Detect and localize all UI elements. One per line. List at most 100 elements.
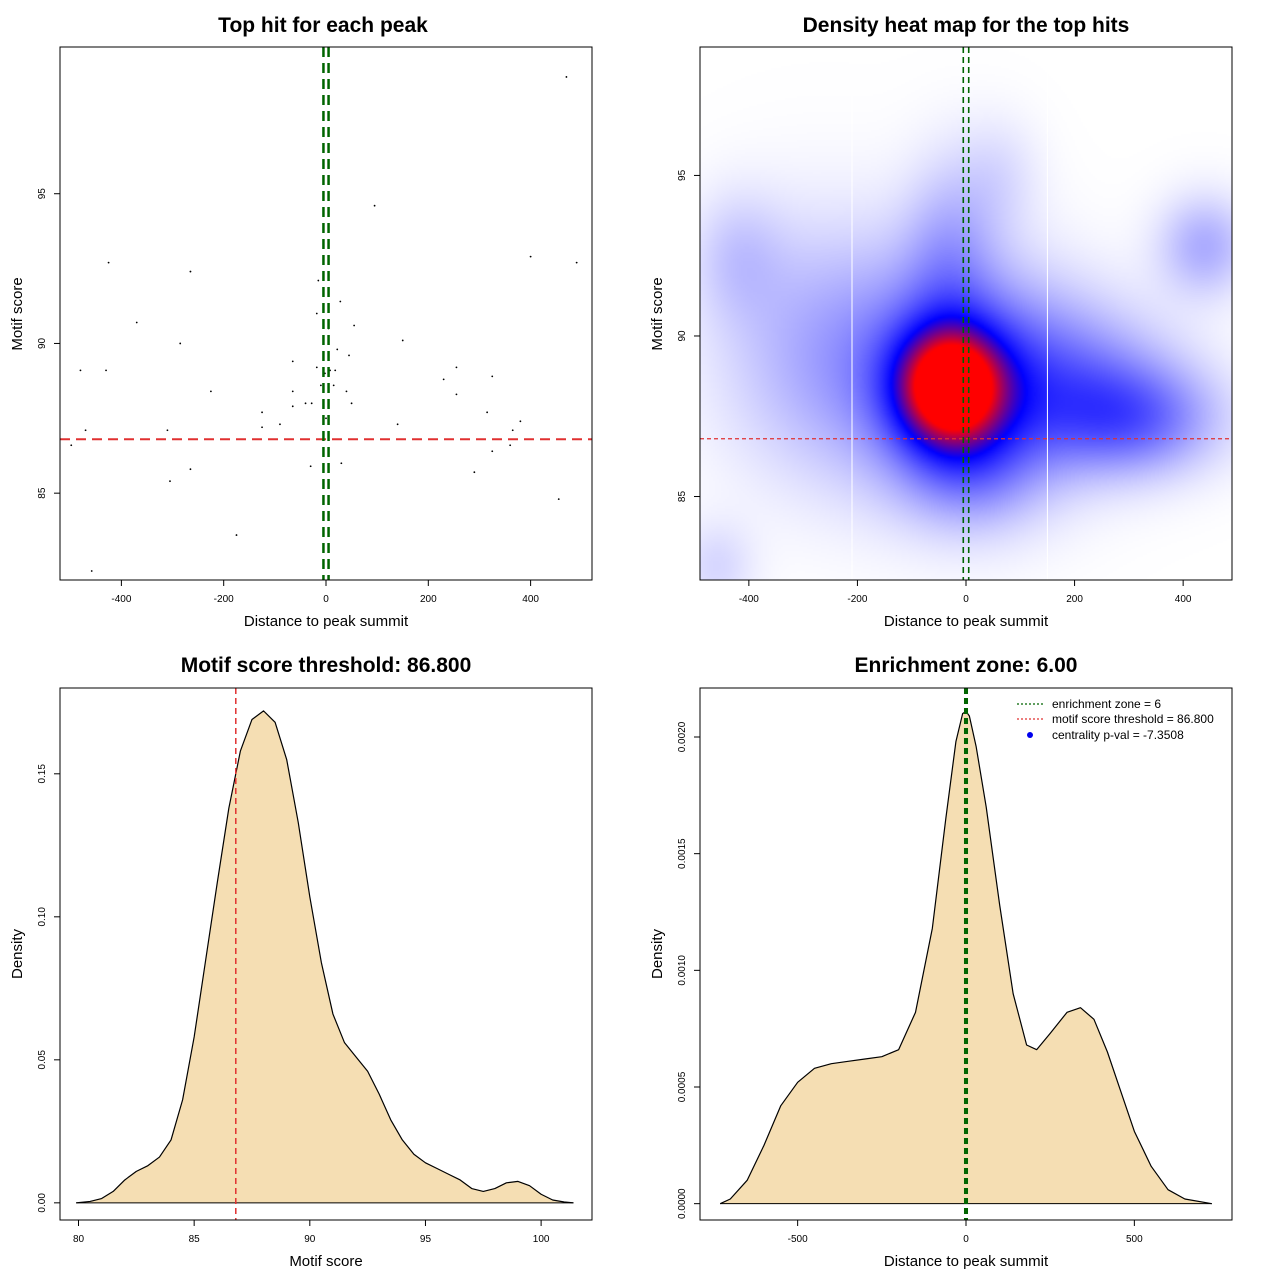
x-axis-label: Distance to peak summit: [884, 1253, 1049, 1270]
x-tick-label: 200: [420, 594, 437, 605]
axes: 80 85 90 95 100 0.00 0.05 0.10 0.15: [37, 764, 550, 1245]
x-axis-label: Distance to peak summit: [244, 613, 409, 630]
scatter-point: [325, 417, 327, 420]
x-tick-label: 500: [1126, 1234, 1143, 1245]
axes: -400 -200 0 200 400 85 90 95: [677, 169, 1192, 605]
scatter-point: [486, 411, 489, 414]
x-tick-label: -200: [847, 594, 867, 605]
scatter-point: [519, 420, 522, 423]
scatter-panel: Top hit for each peak -400 -200 0 200 400 85 9…: [9, 14, 593, 630]
scatter-point: [235, 534, 238, 536]
scatter-point: [345, 390, 348, 393]
scatter-point: [509, 444, 512, 447]
scatter-point: [261, 426, 263, 429]
scatter-point: [84, 429, 87, 432]
axes: -400 -200 0 200 400 85 90 95: [37, 188, 539, 605]
legend-label-threshold: motif score threshold = 86.800: [1052, 712, 1214, 726]
x-tick-label: 0: [963, 594, 969, 605]
x-tick-label: 80: [73, 1234, 85, 1245]
x-tick-label: -200: [214, 594, 234, 605]
scatter-point: [135, 321, 138, 324]
plot-area: [700, 47, 1232, 580]
density-area: [720, 711, 1212, 1204]
heatmap-panel: Density heat map for the top hits -400 -2…: [649, 14, 1233, 630]
scatter-point: [511, 429, 514, 432]
scatter-point: [309, 465, 312, 468]
y-tick-label: 90: [677, 330, 688, 342]
legend-label-centrality: centrality p-val = -7.3508: [1052, 728, 1184, 742]
scatter-point: [105, 369, 107, 372]
y-tick-label: 95: [37, 188, 48, 200]
x-tick-label: 0: [323, 594, 329, 605]
y-tick-label: 90: [37, 337, 48, 349]
y-axis-label: Motif score: [649, 277, 666, 350]
y-tick-label: 0.10: [37, 907, 48, 927]
scatter-point: [455, 393, 458, 396]
y-tick-label: 0.0005: [677, 1071, 688, 1102]
scatter-point: [166, 429, 169, 432]
y-tick-label: 0.0000: [677, 1188, 688, 1219]
scatter-point: [261, 411, 263, 414]
x-tick-label: 400: [522, 594, 539, 605]
legend-dot-centrality: [1027, 732, 1033, 738]
scatter-point: [575, 261, 578, 264]
scatter-point: [169, 480, 171, 483]
scatter-point: [79, 369, 82, 372]
axes: -500 0 500 0.0000 0.0005 0.0010 0.0015 0.0020: [677, 721, 1143, 1245]
x-tick-label: 95: [420, 1234, 432, 1245]
scatter-point: [373, 204, 376, 207]
scatter-point: [350, 402, 353, 405]
legend: enrichment zone = 6 motif score threshol…: [1017, 697, 1214, 742]
plot-area: [60, 47, 592, 580]
y-tick-label: 0.05: [37, 1050, 48, 1070]
score-density-panel: Motif score threshold: 86.800 80 85 90 95 10…: [9, 654, 593, 1270]
scatter-point: [210, 390, 212, 393]
y-tick-label: 85: [37, 487, 48, 499]
x-tick-label: -400: [739, 594, 759, 605]
scatter-point: [179, 342, 182, 345]
heatmap-raster: [700, 47, 1232, 580]
density-area: [76, 710, 574, 1203]
scatter-point: [189, 468, 192, 471]
y-axis-label: Motif score: [9, 277, 26, 350]
scatter-point: [317, 279, 320, 282]
legend-label-enrichment: enrichment zone = 6: [1052, 697, 1161, 711]
scatter-point: [332, 384, 335, 387]
scatter-point: [529, 255, 532, 258]
x-tick-label: 100: [533, 1234, 550, 1245]
scatter-point: [339, 300, 342, 303]
y-tick-label: 0.00: [37, 1193, 48, 1213]
distance-density-panel: Enrichment zone: 6.00 -500 0 500 0.0000 0.00…: [649, 654, 1233, 1270]
scatter-point: [319, 384, 322, 387]
scatter-point: [336, 348, 339, 351]
scatter-point: [107, 261, 110, 264]
chart-title: Top hit for each peak: [218, 14, 428, 37]
scatter-point: [442, 378, 445, 381]
y-tick-label: 95: [677, 169, 688, 181]
scatter-point: [304, 402, 307, 405]
x-tick-label: 0: [963, 1234, 969, 1245]
scatter-point: [491, 450, 494, 453]
density-curve: [76, 710, 574, 1204]
chart-title: Enrichment zone: 6.00: [855, 654, 1078, 677]
chart-title: Motif score threshold: 86.800: [181, 654, 472, 677]
scatter-point: [557, 498, 560, 501]
scatter-point: [291, 360, 294, 363]
y-axis-label: Density: [9, 928, 26, 979]
y-axis-label: Density: [649, 928, 666, 979]
scatter-point: [315, 366, 318, 369]
plot-area: [76, 688, 574, 1220]
scatter-point: [189, 270, 192, 273]
scatter-point: [401, 339, 404, 342]
plot-area: [719, 688, 1212, 1220]
x-tick-label: -500: [788, 1234, 808, 1245]
x-tick-label: 200: [1066, 594, 1083, 605]
scatter-point: [455, 366, 458, 369]
scatter-point: [340, 462, 343, 465]
plot-frame: [59, 687, 593, 1221]
scatter-point: [491, 375, 494, 378]
scatter-point: [315, 312, 318, 315]
y-tick-label: 0.0020: [677, 721, 688, 752]
scatter-point: [473, 471, 476, 474]
scatter-point: [90, 570, 93, 572]
